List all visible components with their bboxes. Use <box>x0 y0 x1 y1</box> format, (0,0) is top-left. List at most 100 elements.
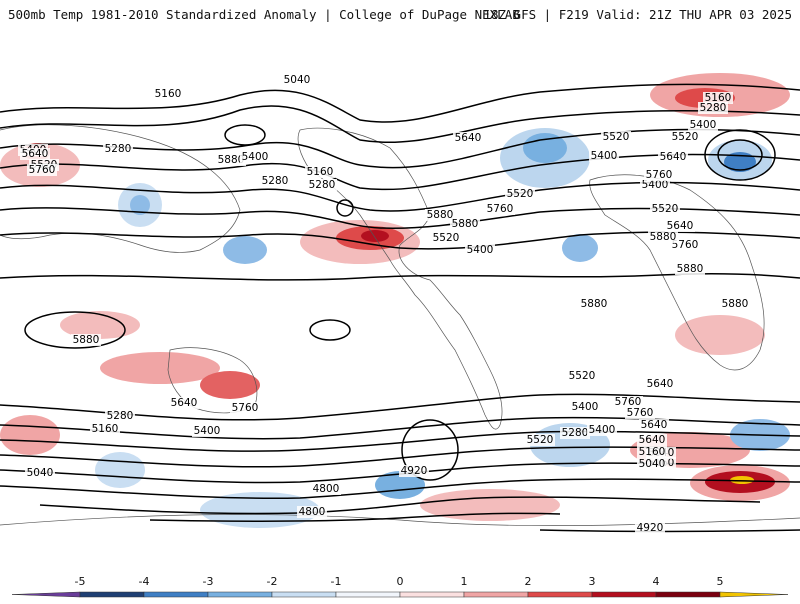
contour-height-label: 5640 <box>637 434 667 446</box>
contour-label-backdrop <box>240 151 270 163</box>
contour-label-text: 5400 <box>242 151 269 163</box>
contour-label-text: 5880 <box>427 209 454 221</box>
contour-label-backdrop <box>640 179 670 191</box>
contour-label-backdrop <box>703 92 733 104</box>
contour-height-label: 5040 <box>282 74 312 86</box>
contour-label-text: 5280 <box>262 175 289 187</box>
contour-height-label: 4800 <box>311 483 341 495</box>
contour-label-backdrop <box>425 209 455 221</box>
contour-label-backdrop <box>25 467 55 479</box>
contour-closed <box>704 129 776 181</box>
contour-height-label: 5640 <box>20 148 50 160</box>
contour-label-text: 5640 <box>171 397 198 409</box>
contour-label-text: 5760 <box>615 396 642 408</box>
contour-labels: 5040516052805400552056405760588051605280… <box>18 74 750 534</box>
contour-label-backdrop <box>216 154 246 166</box>
anomaly-map: 5040516052805400552056405760588051605280… <box>0 30 800 558</box>
colorbar-tick-label: -1 <box>331 575 342 588</box>
contour-label-backdrop <box>90 423 120 435</box>
contour-label-backdrop <box>698 102 728 114</box>
contour-height-label: 5520 <box>525 434 555 446</box>
contour-label-text: 5760 <box>646 169 673 181</box>
colorbar-tick-label: 5 <box>717 575 724 588</box>
contour-label-backdrop <box>465 244 495 256</box>
contour-label-backdrop <box>453 132 483 144</box>
contour-label-text: 5400 <box>591 150 618 162</box>
contour-label-text: 5520 <box>527 434 554 446</box>
contour-height-label: 5040 <box>637 458 667 470</box>
contour-height-label: 5160 <box>90 423 120 435</box>
contour-label-text: 5760 <box>29 164 56 176</box>
contour-label-text: 5520 <box>672 131 699 143</box>
contour-height-label: 5160 <box>305 166 335 178</box>
contour-height-label: 5880 <box>216 154 246 166</box>
contour-label-text: 5520 <box>569 370 596 382</box>
contour-height-label: 5640 <box>645 378 675 390</box>
colorbar-segment <box>207 591 273 598</box>
contour-label-backdrop <box>307 179 337 191</box>
contour-label-backdrop <box>587 424 617 436</box>
contour-label-text: 5640 <box>639 434 666 446</box>
anomaly-cold-core <box>724 152 756 172</box>
contour-height-label: 5040 <box>25 467 55 479</box>
contour-height-label: 4920 <box>399 465 429 477</box>
contour-label-text: 5280 <box>309 179 336 191</box>
contour-height-label: 5160 <box>703 92 733 104</box>
contour-height-label: 5400 <box>589 150 619 162</box>
contour-label-text: 5640 <box>647 378 674 390</box>
contour-label-text: 5400 <box>194 425 221 437</box>
anomaly-cold-area <box>562 234 598 262</box>
contour-height-label: 5400 <box>240 151 270 163</box>
contour-label-backdrop <box>648 231 678 243</box>
colorbar-segment <box>719 591 789 598</box>
contour-label-text: 4800 <box>299 506 326 518</box>
contour-label-text: 5040 <box>284 74 311 86</box>
model-run-info: 18Z GFS | F219 Valid: 21Z THU APR 03 202… <box>483 7 792 22</box>
contour-label-text: 5280 <box>562 427 589 439</box>
contour-label-text: 5400 <box>467 244 494 256</box>
contour-label-backdrop <box>282 74 312 86</box>
contour-label-backdrop <box>650 203 680 215</box>
colorbar-segment <box>527 591 593 598</box>
contour-line <box>0 273 800 281</box>
contour-label-text: 5520 <box>433 232 460 244</box>
contour-label-text: 5280 <box>700 102 727 114</box>
contour-label-backdrop <box>260 175 290 187</box>
contour-label-text: 5160 <box>92 423 119 435</box>
contour-label-text: 5160 <box>155 88 182 100</box>
contour-label-backdrop <box>613 396 643 408</box>
contour-label-text: 5760 <box>232 402 259 414</box>
contour-label-text: 5880 <box>73 334 100 346</box>
contour-height-label: 5280 <box>560 427 590 439</box>
contour-height-label: 5880 <box>71 334 101 346</box>
contour-label-backdrop <box>399 465 429 477</box>
contour-line <box>0 105 800 144</box>
contour-label-text: 5640 <box>641 419 668 431</box>
contour-label-backdrop <box>644 169 674 181</box>
contour-height-label: 5760 <box>485 203 515 215</box>
contour-label-text: 5640 <box>660 151 687 163</box>
contour-label-text: 5760 <box>672 239 699 251</box>
contour-label-backdrop <box>505 188 535 200</box>
anomaly-cold-area <box>200 492 320 528</box>
contour-height-label: 5280 <box>307 179 337 191</box>
colorbar-segment <box>79 591 145 598</box>
colorbar-segment <box>271 591 337 598</box>
contour-label-backdrop <box>567 370 597 382</box>
contour-height-label: 5760 <box>644 169 674 181</box>
contour-height-label: 5520 <box>431 232 461 244</box>
contour-label-text: 5880 <box>677 263 704 275</box>
contour-height-label: 5280 <box>260 175 290 187</box>
contour-label-backdrop <box>71 334 101 346</box>
contour-height-label: 4920 <box>635 522 665 534</box>
contour-line <box>0 128 800 169</box>
contour-label-text: 5160 <box>639 446 666 458</box>
contour-label-backdrop <box>579 298 609 310</box>
contour-label-text: 5640 <box>22 148 49 160</box>
contour-label-backdrop <box>169 397 199 409</box>
contour-height-label: 5520 <box>505 188 535 200</box>
contour-label-text: 5040 <box>639 458 666 470</box>
contour-height-label: 5520 <box>601 131 631 143</box>
contour-label-backdrop <box>192 425 222 437</box>
contour-label-text: 5160 <box>307 166 334 178</box>
